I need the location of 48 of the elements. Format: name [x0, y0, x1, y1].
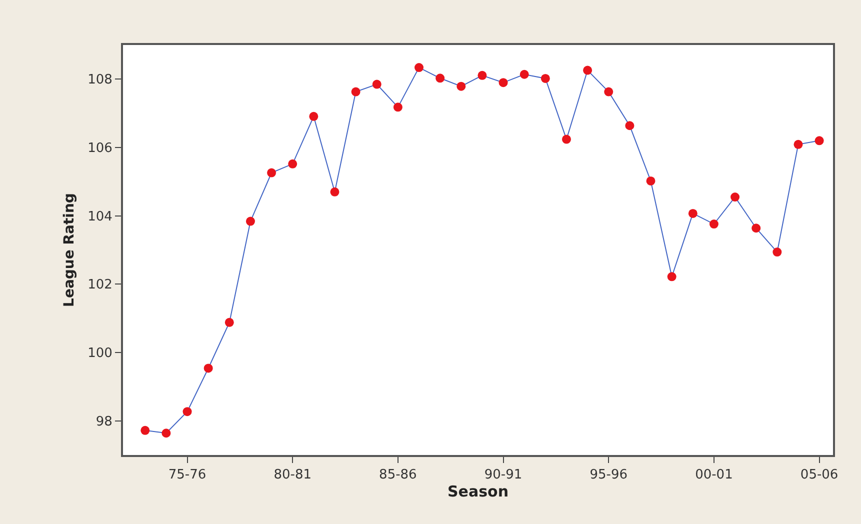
point: [224, 318, 234, 327]
x-tick-label: 00-01: [695, 468, 733, 483]
point: [267, 168, 276, 178]
point: [478, 70, 487, 80]
x-tick-label: 85-86: [379, 468, 417, 483]
point: [520, 70, 529, 79]
x-axis-title: Season: [447, 482, 509, 501]
y-axis-title: League Rating: [62, 193, 78, 307]
point: [288, 159, 298, 168]
point: [246, 216, 255, 226]
point: [794, 140, 803, 149]
x-tick-label: 95-96: [590, 468, 628, 483]
point: [562, 134, 571, 144]
point: [625, 121, 634, 130]
point: [393, 102, 402, 112]
point: [372, 80, 382, 89]
x-tick-label: 05-06: [800, 468, 838, 483]
point: [140, 426, 150, 435]
point: [667, 272, 676, 282]
y-tick-label: 106: [88, 141, 112, 156]
point: [414, 63, 424, 72]
point: [162, 428, 171, 438]
y-tick-label: 100: [88, 346, 112, 362]
x-tick-label: 80-81: [274, 468, 312, 483]
y-tick-label: 102: [88, 278, 112, 293]
point: [709, 220, 718, 229]
point: [646, 176, 656, 186]
x-tick-label: 75-76: [168, 468, 206, 483]
point: [309, 112, 318, 121]
point: [351, 87, 360, 96]
point: [583, 66, 592, 75]
point: [688, 208, 698, 218]
point: [330, 187, 340, 196]
point: [498, 78, 508, 88]
point: [456, 82, 466, 91]
x-tick-label: 90-91: [484, 468, 522, 483]
point: [772, 248, 782, 257]
y-tick-label: 108: [88, 72, 112, 88]
point: [436, 74, 445, 83]
point: [540, 74, 550, 83]
point: [604, 87, 614, 96]
y-tick-label: 98: [96, 414, 112, 430]
point: [182, 407, 192, 416]
point: [814, 136, 824, 146]
point: [730, 192, 740, 202]
y-tick-label: 104: [88, 209, 112, 224]
point: [752, 224, 761, 233]
point: [204, 364, 213, 373]
